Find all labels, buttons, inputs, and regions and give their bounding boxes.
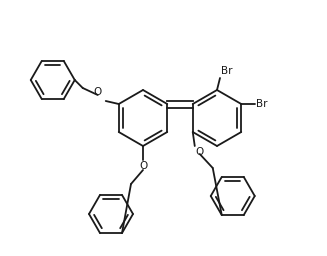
Text: Br: Br — [221, 66, 232, 76]
Text: O: O — [94, 87, 102, 97]
Text: O: O — [139, 161, 147, 171]
Text: Br: Br — [256, 99, 268, 109]
Text: O: O — [196, 147, 204, 157]
